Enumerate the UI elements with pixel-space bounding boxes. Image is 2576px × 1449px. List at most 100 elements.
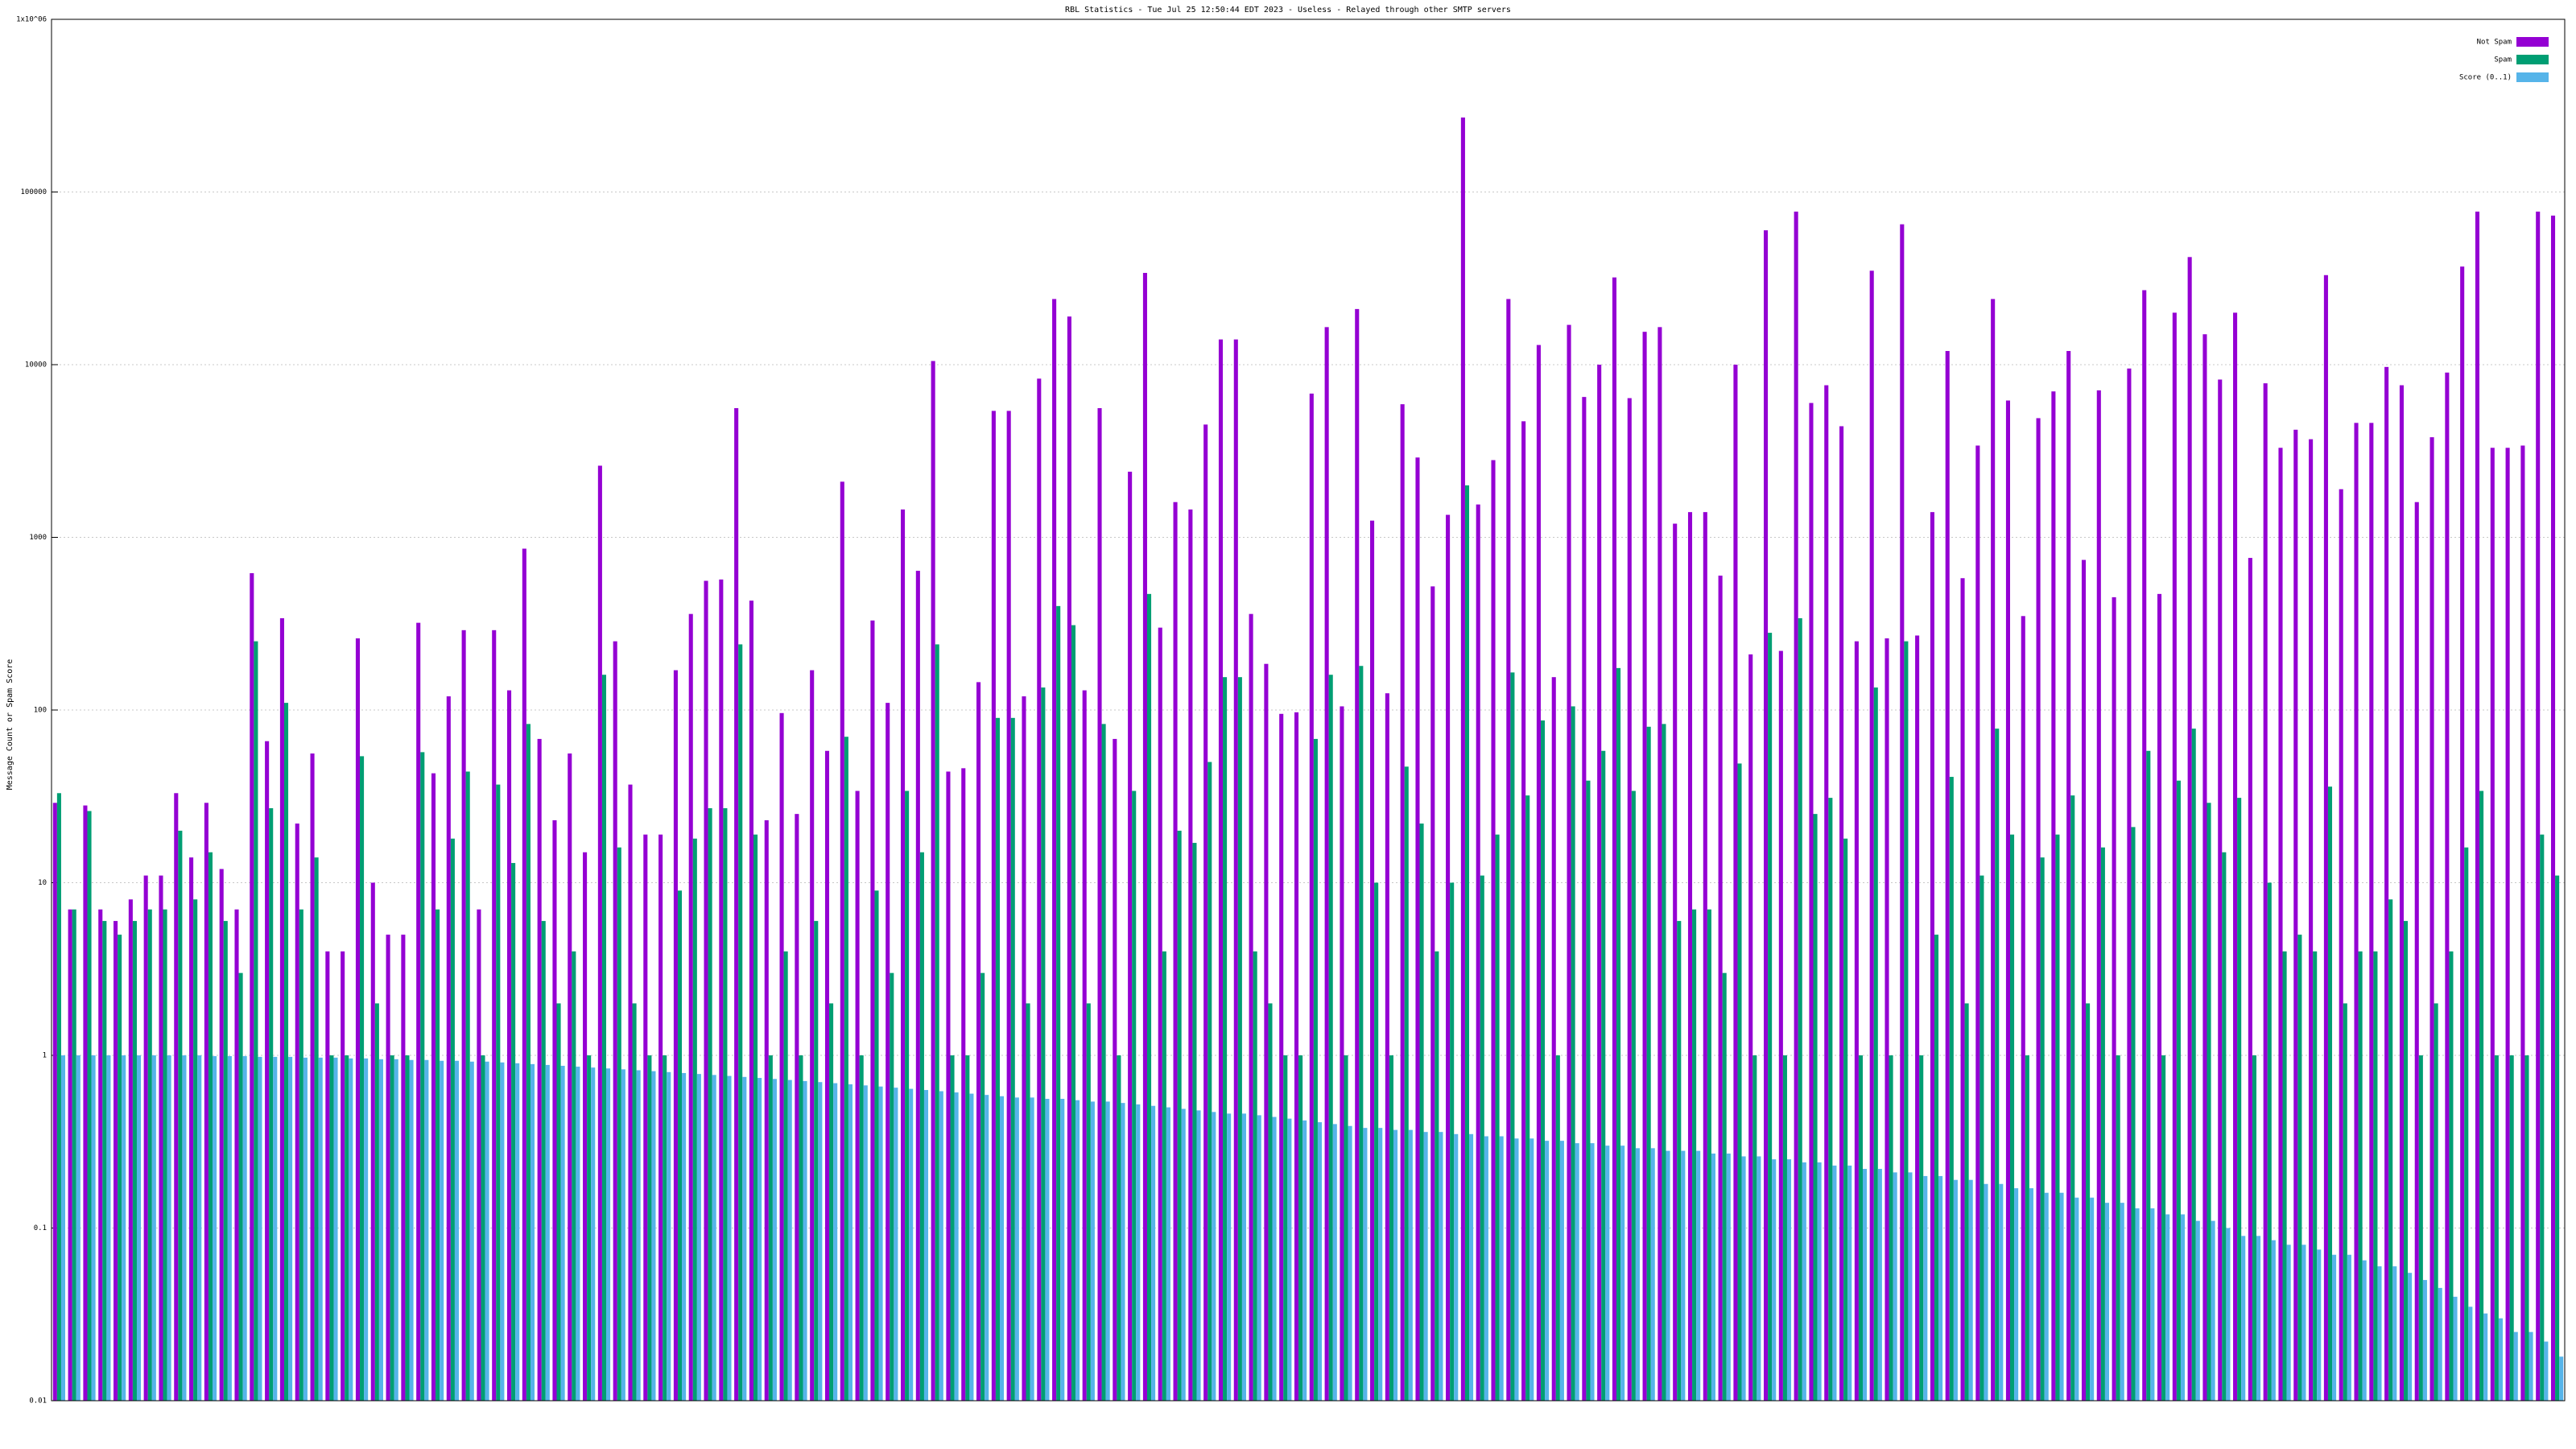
bar <box>2112 597 2116 1401</box>
bar <box>1707 909 1711 1401</box>
bar <box>1151 1105 1156 1401</box>
bar <box>552 819 557 1401</box>
bar <box>2309 439 2314 1401</box>
bar <box>1476 504 1480 1401</box>
bar <box>2559 1356 2564 1401</box>
legend-swatch <box>2516 37 2549 47</box>
bar <box>818 1082 823 1401</box>
bar <box>1446 514 1451 1401</box>
bar <box>2479 791 2484 1401</box>
bar <box>1863 1169 1868 1401</box>
bar <box>708 807 712 1401</box>
bar <box>2070 795 2075 1401</box>
bar <box>545 1064 550 1401</box>
bar <box>1030 1097 1034 1401</box>
bar <box>151 1055 156 1401</box>
bar <box>844 737 848 1401</box>
bar <box>1530 1138 1534 1401</box>
bar <box>2438 1287 2442 1401</box>
bar <box>1711 1153 1716 1401</box>
bar <box>2104 1203 2109 1401</box>
bar <box>1571 706 1575 1401</box>
bar <box>1555 1055 1560 1401</box>
bar <box>621 1069 625 1401</box>
bar <box>1696 1150 1701 1401</box>
bar <box>394 1059 398 1401</box>
bar <box>2226 1228 2231 1401</box>
bar <box>1097 408 1102 1401</box>
bar <box>1203 424 1208 1401</box>
bar <box>1309 393 1314 1401</box>
bar <box>2483 1313 2488 1401</box>
bar <box>1995 729 2000 1401</box>
bar <box>52 803 57 1401</box>
bar <box>2373 951 2378 1401</box>
bar <box>1177 830 1182 1401</box>
bar <box>318 1057 323 1401</box>
bar <box>2343 1003 2347 1401</box>
bar <box>2301 1245 2306 1401</box>
bar <box>2248 558 2252 1402</box>
bar <box>436 909 440 1401</box>
bar <box>1090 1101 1095 1401</box>
bar <box>909 1088 914 1401</box>
bar <box>1854 641 1859 1401</box>
bar <box>431 773 436 1401</box>
bar <box>1439 1132 1443 1401</box>
bar <box>265 741 270 1401</box>
bar <box>1363 1128 1368 1401</box>
bar <box>189 857 194 1401</box>
bar <box>2021 616 2025 1401</box>
bar <box>254 641 258 1401</box>
bar <box>2520 445 2525 1401</box>
bar <box>651 1071 656 1401</box>
bar <box>1162 951 1166 1401</box>
bar <box>1575 1143 1579 1401</box>
bar <box>405 1055 410 1401</box>
bar <box>2513 1331 2518 1401</box>
bar <box>2086 1003 2091 1401</box>
bar <box>91 1055 96 1401</box>
bar <box>1086 1003 1091 1401</box>
bar <box>1817 1162 1822 1401</box>
bar <box>2142 290 2147 1402</box>
bar <box>378 1059 383 1401</box>
bar <box>2555 875 2560 1401</box>
bar <box>1559 1141 1564 1401</box>
bar <box>1298 1055 1303 1401</box>
bar <box>1703 512 1707 1401</box>
bar <box>2191 729 2196 1401</box>
bar <box>1525 795 1530 1401</box>
bar <box>1893 1172 1897 1401</box>
bar <box>1241 1113 1246 1401</box>
bar <box>1798 617 1802 1401</box>
bar <box>507 690 512 1401</box>
bar <box>2211 1220 2215 1401</box>
bar <box>636 1070 641 1401</box>
bar <box>118 935 122 1401</box>
bar <box>1590 1143 1595 1401</box>
bar <box>167 1055 171 1401</box>
bar <box>1324 327 1329 1401</box>
bar <box>568 753 572 1401</box>
bar <box>1253 951 1257 1401</box>
bar <box>2323 275 2328 1401</box>
bar <box>2536 211 2541 1401</box>
bar <box>386 935 390 1401</box>
bar <box>1052 299 1057 1401</box>
y-tick-label: 100000 <box>20 188 47 196</box>
bar <box>954 1092 959 1401</box>
bar <box>1642 332 1647 1402</box>
bar <box>2464 847 2469 1401</box>
bar <box>2090 1197 2095 1401</box>
bar <box>1510 672 1515 1401</box>
bar <box>258 1056 262 1401</box>
bar <box>269 807 274 1401</box>
bar <box>1022 696 1026 1401</box>
bar <box>1778 650 1783 1401</box>
bar <box>364 1058 369 1401</box>
bar <box>1839 426 1844 1401</box>
bar <box>1212 1112 1216 1401</box>
bar <box>803 1080 807 1401</box>
